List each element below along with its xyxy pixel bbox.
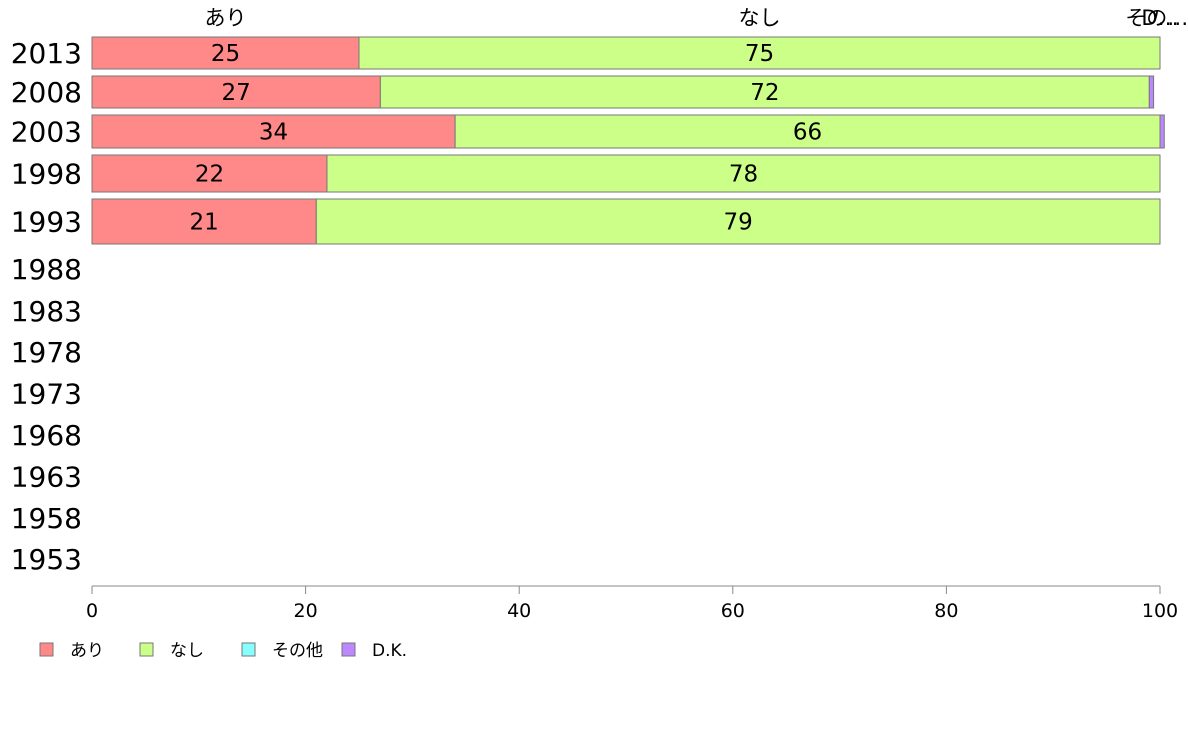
legend-label-2: その他 xyxy=(272,641,323,661)
x-tick-label-20: 20 xyxy=(294,600,318,622)
top-label-1: なし xyxy=(739,6,781,30)
bar-2008-0 xyxy=(91,75,381,109)
bar-2013-0 xyxy=(91,36,360,70)
year-label-1988: 1988 xyxy=(11,253,82,286)
x-tick-label-80: 80 xyxy=(934,600,958,622)
bar-2003-3 xyxy=(1159,114,1165,149)
year-label-2003: 2003 xyxy=(11,116,82,149)
legend-swatch-3 xyxy=(341,642,356,657)
bar-2003-1 xyxy=(454,114,1161,149)
value-label-2013-1: 75 xyxy=(745,41,774,67)
legend-swatch-1 xyxy=(139,642,154,657)
year-label-1993: 1993 xyxy=(11,206,82,239)
value-label-2008-0: 27 xyxy=(222,80,251,106)
year-label-1963: 1963 xyxy=(11,461,82,494)
value-label-1998-0: 22 xyxy=(195,162,224,188)
bar-2003-0 xyxy=(91,114,456,149)
x-axis: 0 20 40 60 80 100 xyxy=(86,585,1178,622)
year-label-1978: 1978 xyxy=(11,336,82,369)
year-label-1958: 1958 xyxy=(11,502,82,535)
year-axis-labels: 2013 2008 2003 1998 1993 1988 1983 1978 1973 1968… xyxy=(11,37,82,576)
legend-label-0: あり xyxy=(70,641,104,661)
x-tick-label-40: 40 xyxy=(507,600,531,622)
legend-label-3: D.K. xyxy=(372,641,407,661)
top-label-0: あり xyxy=(205,6,247,30)
year-label-1953: 1953 xyxy=(11,543,82,576)
value-label-2013-0: 25 xyxy=(211,41,240,67)
bar-area: 25 75 27 72 34 66 22 78 21 79 xyxy=(91,36,1165,245)
legend: あり なし その他 D.K. xyxy=(39,641,407,661)
bar-1993-0 xyxy=(91,198,317,245)
year-label-1983: 1983 xyxy=(11,295,82,328)
x-tick-label-0: 0 xyxy=(86,600,98,622)
value-label-1993-0: 21 xyxy=(189,210,218,236)
bar-2008-3 xyxy=(1148,75,1155,109)
x-tick-label-100: 100 xyxy=(1142,600,1178,622)
top-category-labels: あり なし その…D… xyxy=(205,6,1188,30)
legend-swatch-0 xyxy=(39,642,54,657)
bar-2008-1 xyxy=(379,75,1150,109)
value-label-2008-1: 72 xyxy=(750,80,779,106)
year-label-2013: 2013 xyxy=(11,37,82,70)
value-label-1998-1: 78 xyxy=(729,162,758,188)
year-label-1998: 1998 xyxy=(11,158,82,191)
top-label-2: その… xyxy=(1125,6,1188,30)
top-label-3: D… xyxy=(1141,6,1178,30)
year-label-1968: 1968 xyxy=(11,419,82,452)
bar-1998-0 xyxy=(91,154,328,193)
bar-1993-1 xyxy=(315,198,1161,245)
bar-1998-1 xyxy=(326,154,1161,193)
year-label-2008: 2008 xyxy=(11,76,82,109)
legend-label-1: なし xyxy=(170,641,204,661)
bar-2013-1 xyxy=(358,36,1161,70)
x-tick-label-60: 60 xyxy=(721,600,745,622)
legend-swatch-2 xyxy=(241,642,256,657)
year-label-1973: 1973 xyxy=(11,378,82,411)
value-label-2003-1: 66 xyxy=(793,120,822,146)
value-label-2003-0: 34 xyxy=(259,120,288,146)
value-label-1993-1: 79 xyxy=(723,210,752,236)
